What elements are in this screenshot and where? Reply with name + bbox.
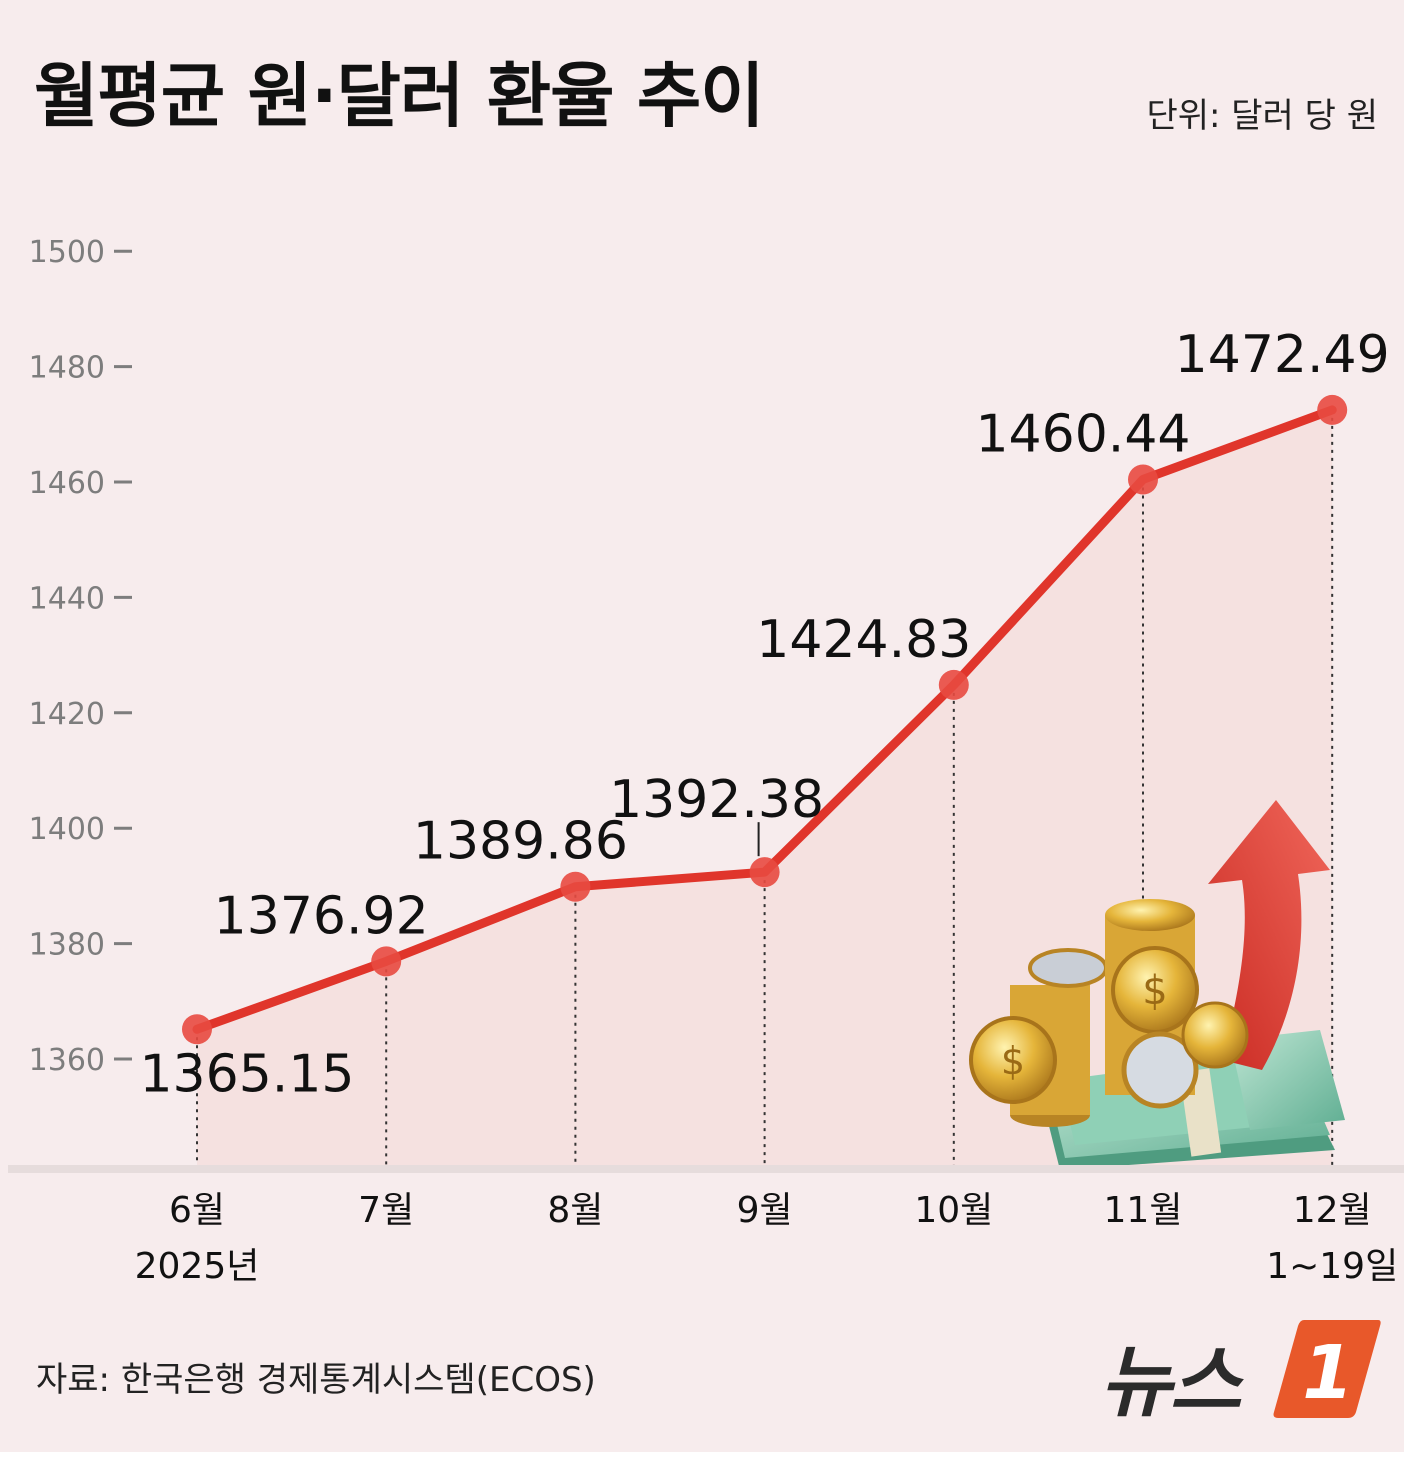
x-tick-label: 2025년 bbox=[135, 1246, 260, 1287]
y-tick-label: 1500 bbox=[29, 235, 105, 270]
y-axis: 1360 1380 1400 1420 1440 1460 1480 1500 bbox=[29, 235, 132, 1078]
logo-text: 뉴스 bbox=[1100, 1338, 1242, 1428]
data-label: 1365.15 bbox=[139, 1044, 354, 1104]
y-tick-label: 1360 bbox=[29, 1043, 105, 1078]
unit-label: 단위: 달러 당 원 bbox=[1146, 96, 1378, 136]
x-axis-baseline bbox=[8, 1165, 1404, 1173]
data-point bbox=[182, 1014, 212, 1045]
svg-text:$: $ bbox=[1001, 1039, 1025, 1083]
data-label: 1389.86 bbox=[413, 812, 628, 872]
gold-coins-icon: $ $ bbox=[969, 899, 1249, 1127]
x-axis: 6월 2025년 7월 8월 9월 10월 11월 12월 1~19일 bbox=[8, 1165, 1404, 1287]
data-label: 1376.92 bbox=[214, 886, 429, 946]
logo-mark-text: 1 bbox=[1302, 1330, 1354, 1416]
x-tick-label: 12월 bbox=[1293, 1190, 1372, 1231]
money-illustration: $ $ bbox=[969, 800, 1345, 1170]
y-tick-label: 1460 bbox=[29, 466, 105, 501]
x-tick-label: 7월 bbox=[358, 1190, 414, 1231]
drop-lines bbox=[196, 409, 1334, 1167]
line-chart: $ $ 1360 1380 1400 1420 1440 1460 1480 1500 6월 2… bbox=[8, 235, 1404, 1287]
y-tick-label: 1440 bbox=[29, 581, 105, 616]
y-tick-label: 1420 bbox=[29, 697, 105, 732]
y-tick-label: 1380 bbox=[29, 928, 105, 963]
news1-logo: 뉴스 1 bbox=[1100, 1312, 1390, 1428]
source-note: 자료: 한국은행 경제통계시스템(ECOS) bbox=[36, 1360, 596, 1400]
data-label: 1472.49 bbox=[1175, 325, 1390, 385]
x-tick-label: 8월 bbox=[547, 1190, 603, 1231]
y-tick-label: 1480 bbox=[29, 351, 105, 386]
x-tick-label: 1~19일 bbox=[1266, 1246, 1398, 1287]
logo-mark-icon: 1 bbox=[1273, 1320, 1381, 1418]
svg-text:$: $ bbox=[1142, 968, 1167, 1014]
chart-title: 월평균 원·달러 환율 추이 bbox=[34, 55, 765, 137]
data-label: 1424.83 bbox=[756, 610, 971, 670]
data-point bbox=[560, 871, 591, 902]
data-point bbox=[749, 857, 780, 888]
data-label: 1460.44 bbox=[975, 404, 1190, 464]
data-point bbox=[371, 946, 402, 977]
x-tick-label: 6월 bbox=[169, 1190, 225, 1231]
data-point bbox=[938, 669, 969, 700]
x-tick-label: 10월 bbox=[914, 1190, 993, 1231]
data-point bbox=[1128, 464, 1158, 495]
data-point bbox=[1317, 394, 1348, 425]
data-label: 1392.38 bbox=[609, 770, 824, 830]
data-points bbox=[182, 394, 1348, 1045]
up-arrow-icon bbox=[1208, 800, 1330, 1070]
y-tick-label: 1400 bbox=[29, 812, 105, 847]
x-tick-label: 11월 bbox=[1104, 1190, 1183, 1231]
x-tick-label: 9월 bbox=[737, 1190, 793, 1231]
